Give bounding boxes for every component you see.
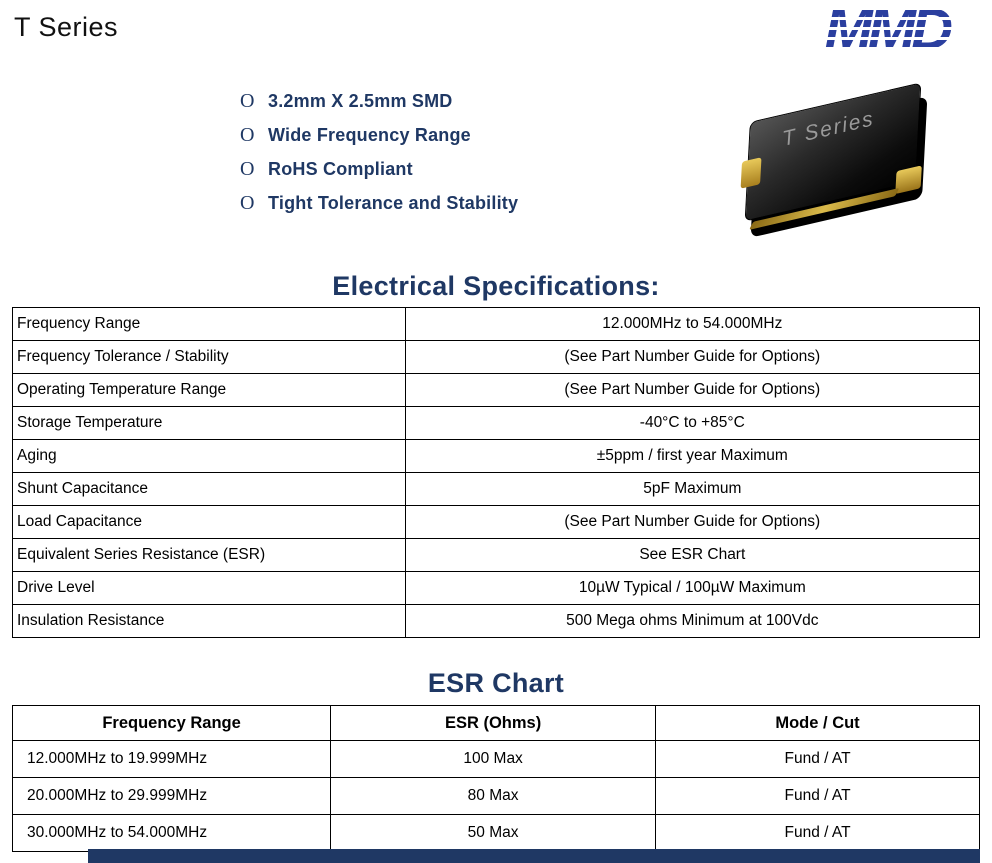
esr-value: 80 Max [330,777,657,815]
feature-label: 3.2mm X 2.5mm SMD [268,90,453,111]
spec-value: 500 Mega ohms Minimum at 100Vdc [404,604,981,638]
table-row: Operating Temperature Range (See Part Nu… [12,373,981,407]
list-item: O Tight Tolerance and Stability [240,186,518,220]
spec-param: Aging [12,439,406,473]
table-row: Drive Level 10µW Typical / 100µW Maximum [12,571,981,605]
footer-bar [88,849,980,863]
list-item: O RoHS Compliant [240,152,518,186]
table-row: Insulation Resistance 500 Mega ohms Mini… [12,604,981,638]
table-row: Frequency Range 12.000MHz to 54.000MHz [12,307,981,341]
gold-pad-decoration [740,157,762,189]
spec-param: Equivalent Series Resistance (ESR) [12,538,406,572]
feature-label: Tight Tolerance and Stability [268,192,519,213]
esr-value: 50 Max [330,814,657,852]
mmd-logo-text: MMD [824,0,952,62]
product-image: T Series [733,78,943,238]
esr-chart-table: Frequency Range ESR (Ohms) Mode / Cut 12… [11,705,980,852]
esr-chart-heading: ESR Chart [427,668,565,698]
spec-param: Drive Level [12,571,406,605]
spec-value: 10µW Typical / 100µW Maximum [404,571,981,605]
product-image-label: T Series [781,106,876,152]
esr-mode-cut: Fund / AT [655,740,980,778]
esr-header-frequency-range: Frequency Range [11,705,332,741]
spec-param: Load Capacitance [12,505,406,539]
esr-frequency-range: 30.000MHz to 54.000MHz [11,814,332,852]
esr-mode-cut: Fund / AT [655,814,980,852]
spec-param: Shunt Capacitance [12,472,406,506]
list-item: O Wide Frequency Range [240,118,518,152]
spec-value: 12.000MHz to 54.000MHz [404,307,981,341]
esr-value: 100 Max [330,740,657,778]
table-row: Load Capacitance (See Part Number Guide … [12,505,981,539]
esr-header-mode-cut: Mode / Cut [655,705,980,741]
bullet-icon: O [240,89,255,112]
table-row: Storage Temperature -40°C to +85°C [12,406,981,440]
esr-mode-cut: Fund / AT [655,777,980,815]
spec-param: Insulation Resistance [12,604,406,638]
spec-value: ±5ppm / first year Maximum [404,439,981,473]
table-header-row: Frequency Range ESR (Ohms) Mode / Cut [11,705,980,741]
esr-frequency-range: 12.000MHz to 19.999MHz [11,740,332,778]
electrical-specs-table: Frequency Range 12.000MHz to 54.000MHz F… [12,307,981,638]
table-row: Equivalent Series Resistance (ESR) See E… [12,538,981,572]
spec-value: -40°C to +85°C [404,406,981,440]
feature-label: RoHS Compliant [268,158,413,179]
electrical-specs-heading: Electrical Specifications: [332,271,660,301]
feature-label: Wide Frequency Range [268,124,471,145]
spec-value: 5pF Maximum [404,472,981,506]
spec-value: See ESR Chart [404,538,981,572]
list-item: O 3.2mm X 2.5mm SMD [240,84,518,118]
feature-list: O 3.2mm X 2.5mm SMD O Wide Frequency Ran… [240,84,518,220]
spec-param: Frequency Tolerance / Stability [12,340,406,374]
bullet-icon: O [240,191,255,214]
table-row: 20.000MHz to 29.999MHz 80 Max Fund / AT [11,777,980,815]
esr-header-esr-ohms: ESR (Ohms) [330,705,657,741]
bullet-icon: O [240,157,255,180]
esr-frequency-range: 20.000MHz to 29.999MHz [11,777,332,815]
table-row: Shunt Capacitance 5pF Maximum [12,472,981,506]
table-row: Frequency Tolerance / Stability (See Par… [12,340,981,374]
bullet-icon: O [240,123,255,146]
mmd-logo: MMD [824,0,954,60]
table-row: Aging ±5ppm / first year Maximum [12,439,981,473]
table-row: 30.000MHz to 54.000MHz 50 Max Fund / AT [11,814,980,852]
spec-param: Storage Temperature [12,406,406,440]
page-title: T Series [14,12,119,42]
table-row: 12.000MHz to 19.999MHz 100 Max Fund / AT [11,740,980,778]
spec-value: (See Part Number Guide for Options) [404,373,981,407]
spec-param: Operating Temperature Range [12,373,406,407]
spec-value: (See Part Number Guide for Options) [404,340,981,374]
gold-edge-decoration [749,187,900,230]
spec-value: (See Part Number Guide for Options) [404,505,981,539]
spec-param: Frequency Range [12,307,406,341]
